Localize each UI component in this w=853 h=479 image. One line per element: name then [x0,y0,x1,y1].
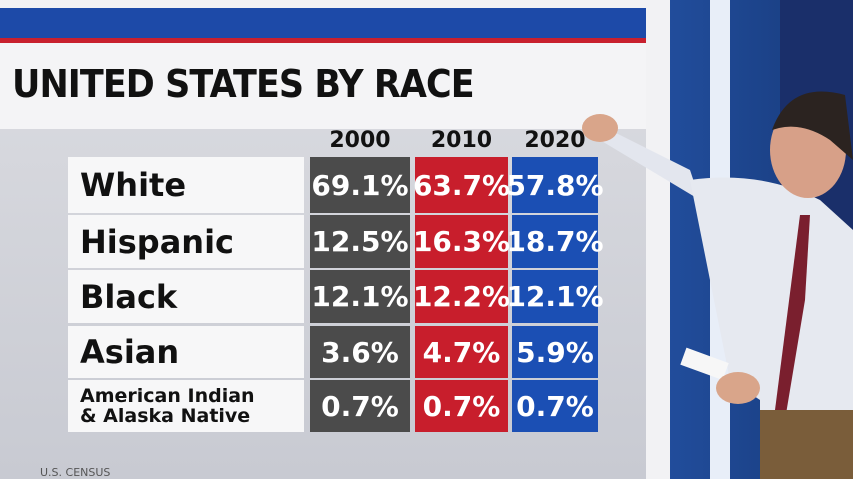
value-cell: 0.7% [310,380,410,432]
hair [772,91,853,160]
hand [716,372,760,404]
value-cell: 16.3% [413,215,510,268]
column-header: 2020 [524,128,586,153]
row-label: American Indian & Alaska Native [68,380,304,432]
value-cell: 63.7% [413,157,510,213]
value-cell: 12.1% [506,270,604,323]
value-cell: 12.2% [413,270,510,323]
value-cell: 0.7% [415,380,508,432]
tie [775,215,810,420]
row-label: Asian [68,326,304,378]
value-cell: 3.6% [310,326,410,378]
title: UNITED STATES BY RACE [12,62,475,106]
title-bar [0,38,646,129]
row-label: Black [68,270,304,323]
hand [582,114,618,142]
presenter [582,0,853,479]
cards [680,347,729,380]
value-cell: 18.7% [506,215,604,268]
value-cell: 69.1% [310,157,410,213]
trousers [760,410,853,479]
blue-strip [0,8,646,38]
value-cell: 57.8% [506,157,604,213]
source: U.S. CENSUS [40,466,111,479]
value-cell: 12.5% [310,215,410,268]
value-cell: 12.1% [310,270,410,323]
shirt [690,177,853,479]
column-header: 2000 [329,128,391,153]
row-label: Hispanic [68,215,304,268]
value-cell: 0.7% [512,380,598,432]
value-cell: 5.9% [512,326,598,378]
column-header: 2010 [430,128,493,153]
row-label: White [68,157,304,213]
value-cell: 4.7% [415,326,508,378]
arm [590,120,700,200]
